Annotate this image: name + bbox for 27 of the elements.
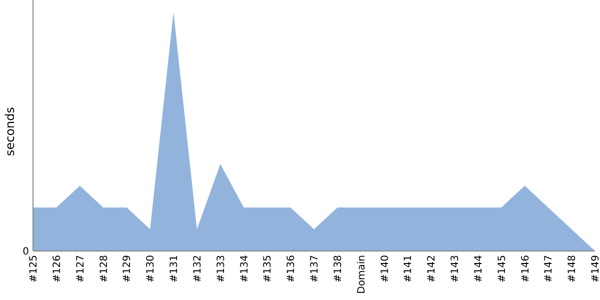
x-tick-label: #131 xyxy=(169,255,180,282)
x-tick-label: #148 xyxy=(567,255,578,282)
x-tick-label: #136 xyxy=(286,255,298,282)
y-axis-title: seconds xyxy=(3,106,17,156)
x-tick-label: #142 xyxy=(426,255,438,282)
x-tick-label: #149 xyxy=(590,255,600,282)
x-tick-label: #130 xyxy=(146,255,157,282)
x-tick-label: #126 xyxy=(52,255,63,282)
x-tick-label: #129 xyxy=(122,255,134,282)
x-tick-label: #140 xyxy=(380,255,391,282)
x-tick-label: #134 xyxy=(239,255,250,282)
x-tick-label: #143 xyxy=(450,255,461,282)
text: 0 xyxy=(22,246,29,258)
x-tick-label: #132 xyxy=(192,255,204,282)
x-tick-label: #145 xyxy=(496,255,508,282)
x-tick-label: #135 xyxy=(262,255,274,282)
x-tick-label: #137 xyxy=(310,255,320,282)
x-tick-label: #127 xyxy=(75,255,86,282)
x-tick-label: #141 xyxy=(403,255,414,282)
x-tick-label: #138 xyxy=(332,255,344,282)
x-tick-label: #146 xyxy=(520,255,532,282)
x-tick-label: #144 xyxy=(473,255,484,282)
x-tick-label: #125 xyxy=(28,255,40,282)
x-tick-label: Domain xyxy=(356,255,368,294)
x-tick-label: #128 xyxy=(98,255,110,282)
x-tick-label: #133 xyxy=(216,255,227,282)
x-tick-label: #147 xyxy=(544,255,555,282)
